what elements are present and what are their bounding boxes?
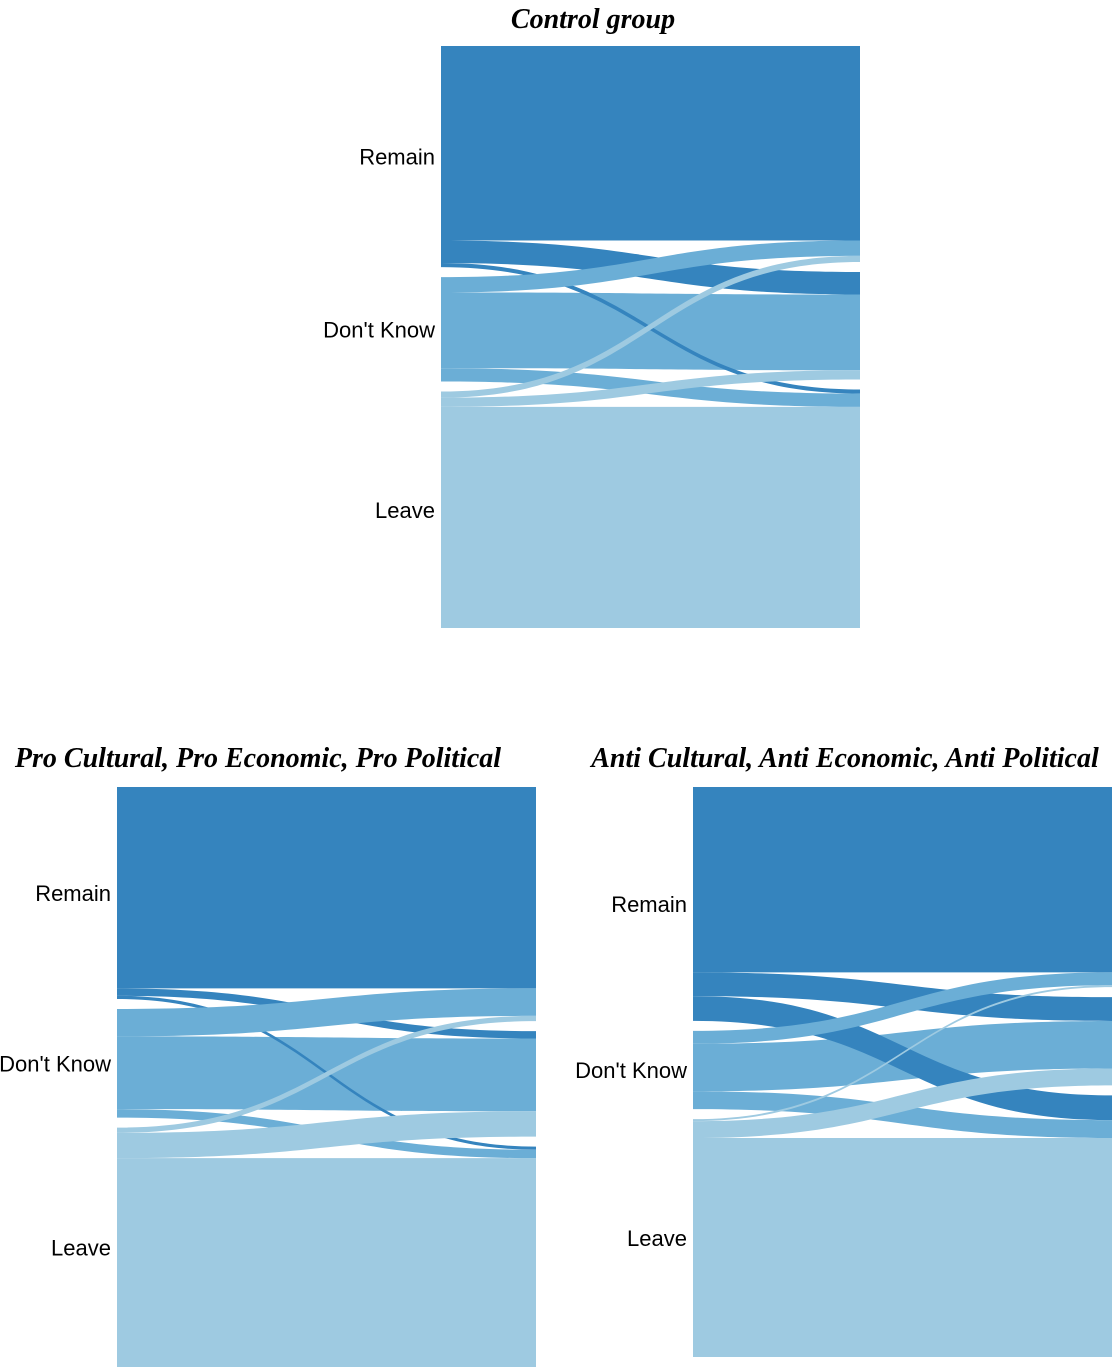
sankey-panel-2: Pro Cultural, Pro Economic, Pro Politica… — [0, 743, 536, 1367]
flow-don-t-know-to-remain — [693, 972, 1112, 1044]
flow-don-t-know-to-remain — [117, 988, 536, 1037]
node-label-leave: Leave — [51, 1235, 111, 1260]
flow-leave-to-leave — [117, 1158, 536, 1367]
flow-remain-to-remain — [441, 46, 860, 241]
flow-leave-to-don-t-know — [117, 1111, 536, 1159]
flow-leave-to-leave — [693, 1137, 1112, 1357]
flow-remain-to-don-t-know — [693, 972, 1112, 1021]
node-label-don-t-know: Don't Know — [323, 317, 435, 342]
flow-don-t-know-to-don-t-know — [441, 292, 860, 371]
flow-leave-to-remain — [117, 1015, 536, 1133]
panel-title: Pro Cultural, Pro Economic, Pro Politica… — [14, 743, 501, 774]
sankey-panel-3: Anti Cultural, Anti Economic, Anti Polit… — [575, 743, 1112, 1357]
node-label-don-t-know: Don't Know — [575, 1058, 687, 1083]
node-label-remain: Remain — [611, 892, 687, 917]
flow-remain-to-remain — [117, 787, 536, 989]
panel-title: Anti Cultural, Anti Economic, Anti Polit… — [589, 743, 1099, 774]
flow-leave-to-don-t-know — [441, 370, 860, 407]
node-label-remain: Remain — [35, 881, 111, 906]
node-label-don-t-know: Don't Know — [0, 1051, 111, 1076]
node-label-leave: Leave — [375, 498, 435, 523]
flow-leave-to-remain — [693, 985, 1112, 1122]
flow-leave-to-leave — [441, 406, 860, 628]
flow-don-t-know-to-leave — [693, 1091, 1112, 1138]
flow-leave-to-remain — [441, 255, 860, 398]
node-label-remain: Remain — [359, 145, 435, 170]
panel-title: Control group — [511, 4, 675, 35]
node-label-leave: Leave — [627, 1226, 687, 1251]
flow-leave-to-don-t-know — [693, 1068, 1112, 1138]
sankey-panel-1: Control group Remain Don't Know Leave — [323, 4, 860, 628]
flow-remain-to-remain — [693, 787, 1112, 973]
flow-don-t-know-to-remain — [441, 240, 860, 293]
